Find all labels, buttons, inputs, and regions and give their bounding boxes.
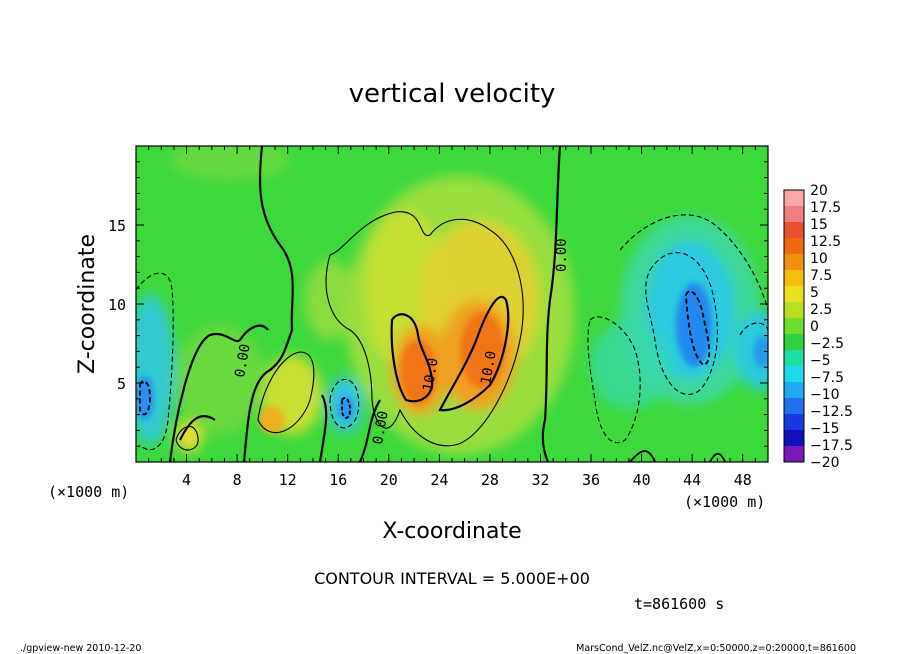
contour-label: 10.0 bbox=[420, 357, 442, 393]
colorbar-label: −15 bbox=[810, 421, 840, 437]
x-tick-label: 40 bbox=[633, 471, 651, 489]
contour-label: 10.0 bbox=[478, 350, 500, 386]
colorbar-swatch bbox=[784, 398, 804, 415]
contour-lines bbox=[136, 146, 768, 462]
chart-title: vertical velocity bbox=[349, 79, 556, 109]
x-tick-label: 24 bbox=[430, 471, 448, 489]
colorbar-label: −12.5 bbox=[810, 404, 853, 420]
colorbar-label: −2.5 bbox=[810, 336, 844, 352]
colorbar-label: 10 bbox=[810, 251, 828, 267]
heatmap-field bbox=[136, 146, 768, 462]
colorbar-swatch bbox=[784, 286, 804, 303]
colorbar-swatch bbox=[784, 382, 804, 399]
colorbar-swatch bbox=[784, 302, 804, 319]
x-tick-label: 48 bbox=[734, 471, 752, 489]
colorbar-label: 12.5 bbox=[810, 234, 841, 250]
y-tick-label: 15 bbox=[108, 217, 126, 235]
colorbar-swatch bbox=[784, 430, 804, 447]
x-unit-left: (×1000 m) bbox=[48, 483, 129, 501]
colorbar-swatch bbox=[784, 366, 804, 383]
colorbar-swatch bbox=[784, 414, 804, 431]
contour-label: 0.00 bbox=[370, 410, 392, 446]
colorbar-swatch bbox=[784, 318, 804, 335]
x-tick-label: 12 bbox=[279, 471, 297, 489]
x-tick-label: 8 bbox=[233, 471, 242, 489]
x-axis: 4 8 12 16 20 24 28 32 36 40 44 48 bbox=[135, 146, 769, 489]
colorbar-frame bbox=[783, 189, 805, 463]
contour-interval: CONTOUR INTERVAL = 5.000E+00 bbox=[314, 569, 590, 588]
colorbar-swatch bbox=[784, 350, 804, 367]
y-tick-label: 5 bbox=[117, 375, 126, 393]
colorbar-label: 15 bbox=[810, 217, 828, 233]
colorbar-label: −5 bbox=[810, 353, 831, 369]
contour-label: 0.00 bbox=[554, 238, 570, 272]
x-tick-label: 28 bbox=[481, 471, 499, 489]
colorbar-label: 5 bbox=[810, 285, 819, 301]
x-tick-label: 32 bbox=[531, 471, 549, 489]
colorbar-label: −20 bbox=[810, 455, 840, 471]
colorbar-swatch bbox=[784, 190, 804, 207]
y-axis: 5 10 15 bbox=[108, 145, 768, 463]
colorbar-label: −10 bbox=[810, 387, 840, 403]
colorbar-label: 7.5 bbox=[810, 268, 832, 284]
colorbar-label: 17.5 bbox=[810, 200, 841, 216]
colorbar-swatch bbox=[784, 254, 804, 271]
y-axis-label: Z-coordinate bbox=[75, 234, 100, 374]
colorbar-swatch bbox=[784, 222, 804, 239]
x-tick-label: 44 bbox=[683, 471, 701, 489]
colorbar-label: −7.5 bbox=[810, 370, 844, 386]
x-tick-label: 16 bbox=[329, 471, 347, 489]
colorbar-swatch bbox=[784, 270, 804, 287]
x-tick-label: 20 bbox=[380, 471, 398, 489]
colorbar-label: −17.5 bbox=[810, 438, 853, 454]
x-axis-label: X-coordinate bbox=[382, 519, 521, 544]
colorbar-swatch bbox=[784, 334, 804, 351]
x-unit-right: (×1000 m) bbox=[684, 493, 765, 511]
time-label: t=861600 s bbox=[634, 595, 724, 613]
colorbar-swatch bbox=[784, 238, 804, 255]
y-tick-label: 10 bbox=[108, 296, 126, 314]
colorbar-label: 2.5 bbox=[810, 302, 832, 318]
colorbar-label: 0 bbox=[810, 319, 819, 335]
footer-left-note: ./gpview-new 2010-12-20 bbox=[20, 643, 141, 654]
contour-label: 0.00 bbox=[232, 343, 254, 379]
colorbar-swatch bbox=[784, 446, 804, 463]
footer-right-note: MarsCond_VelZ.nc@VelZ,x=0:50000,z=0:2000… bbox=[576, 643, 856, 654]
colorbar-label: 20 bbox=[810, 183, 828, 199]
contour-label-group: 10.0 10.0 0.00 0.00 0.00 bbox=[232, 238, 570, 445]
colorbar-swatch bbox=[784, 206, 804, 223]
x-tick-label: 4 bbox=[182, 471, 191, 489]
colorbar: 2017.51512.5107.552.50−2.5−5−7.5−10−12.5… bbox=[783, 183, 853, 471]
x-tick-label: 36 bbox=[582, 471, 600, 489]
